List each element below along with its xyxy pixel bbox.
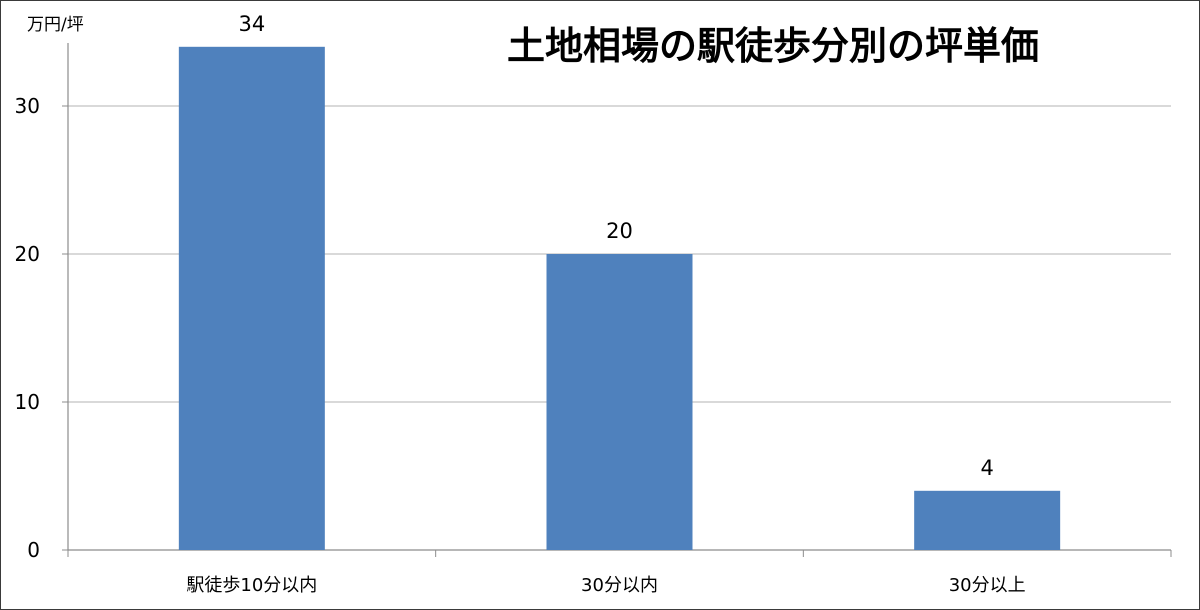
bar: [178, 46, 325, 551]
chart-title: 土地相場の駅徒歩分別の坪単価: [507, 24, 1039, 68]
data-label: 20: [606, 219, 633, 243]
y-tick-label: 30: [15, 94, 40, 118]
y-tick-label: 10: [15, 390, 40, 414]
labels: 0 10 20 30 34 駅徒歩10分以内 20 30分以内 4 30分以上: [15, 12, 1026, 596]
x-tick-label: 30分以内: [581, 575, 658, 596]
x-tick-label: 30分以上: [949, 575, 1026, 596]
y-tick-label: 20: [15, 242, 40, 266]
y-axis-unit: 万円/坪: [27, 15, 84, 35]
bar: [914, 490, 1061, 550]
bars: [178, 46, 1061, 551]
bar: [546, 254, 693, 550]
data-label: 4: [980, 456, 993, 480]
y-tick-label: 0: [27, 538, 40, 562]
x-tick-label: 駅徒歩10分以内: [186, 575, 317, 596]
data-label: 34: [238, 12, 265, 36]
